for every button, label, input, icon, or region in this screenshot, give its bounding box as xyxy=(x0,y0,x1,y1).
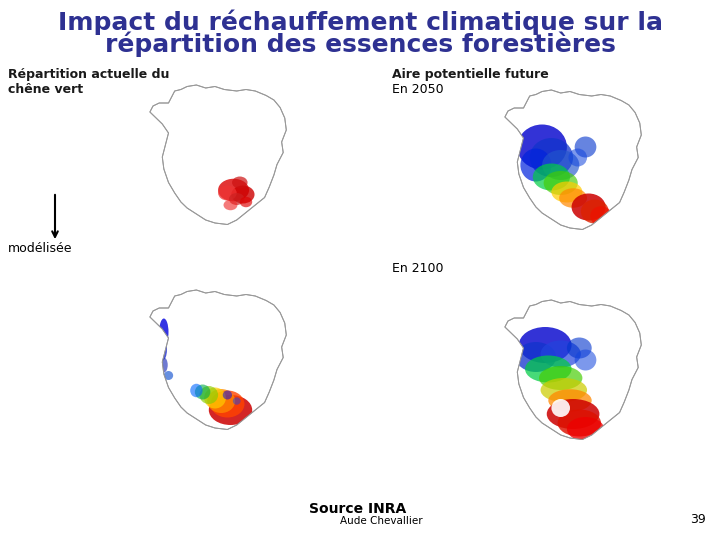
Ellipse shape xyxy=(164,371,173,380)
PathPatch shape xyxy=(505,90,642,230)
Ellipse shape xyxy=(552,399,570,417)
Ellipse shape xyxy=(521,148,552,181)
Ellipse shape xyxy=(519,327,572,363)
Ellipse shape xyxy=(516,342,556,372)
Ellipse shape xyxy=(204,388,226,408)
Text: répartition des essences forestières: répartition des essences forestières xyxy=(104,31,616,57)
Ellipse shape xyxy=(232,177,248,188)
Ellipse shape xyxy=(569,148,587,166)
Ellipse shape xyxy=(233,397,240,405)
PathPatch shape xyxy=(150,85,287,225)
Ellipse shape xyxy=(575,137,596,158)
Text: Source INRA: Source INRA xyxy=(310,502,407,516)
Text: Impact du réchauffement climatique sur la: Impact du réchauffement climatique sur l… xyxy=(58,9,662,35)
Ellipse shape xyxy=(222,390,232,400)
Ellipse shape xyxy=(557,409,601,436)
Ellipse shape xyxy=(533,164,570,191)
Ellipse shape xyxy=(542,150,580,180)
Ellipse shape xyxy=(575,349,596,370)
Ellipse shape xyxy=(559,188,587,208)
Ellipse shape xyxy=(229,193,245,205)
Ellipse shape xyxy=(530,138,573,177)
Ellipse shape xyxy=(615,207,631,225)
Text: Répartition actuelle du
chêne vert: Répartition actuelle du chêne vert xyxy=(8,68,169,96)
Ellipse shape xyxy=(240,197,252,207)
Ellipse shape xyxy=(158,340,167,361)
Text: modélisée: modélisée xyxy=(8,241,73,254)
Ellipse shape xyxy=(546,399,600,429)
Ellipse shape xyxy=(581,199,608,224)
Text: Aude Chevallier: Aude Chevallier xyxy=(340,516,423,526)
Ellipse shape xyxy=(223,200,238,210)
Ellipse shape xyxy=(160,357,168,373)
Ellipse shape xyxy=(567,338,592,359)
Ellipse shape xyxy=(199,386,218,404)
Ellipse shape xyxy=(539,366,582,390)
Ellipse shape xyxy=(195,384,210,400)
Ellipse shape xyxy=(218,179,249,201)
Ellipse shape xyxy=(541,341,581,368)
Ellipse shape xyxy=(231,186,255,204)
Ellipse shape xyxy=(552,181,582,202)
Text: En 2050: En 2050 xyxy=(392,83,444,96)
Ellipse shape xyxy=(207,389,235,413)
Ellipse shape xyxy=(209,395,252,425)
Ellipse shape xyxy=(544,171,577,195)
Text: 39: 39 xyxy=(690,513,706,526)
Ellipse shape xyxy=(615,420,631,438)
Ellipse shape xyxy=(549,389,592,411)
Text: Aire potentielle future: Aire potentielle future xyxy=(392,68,549,81)
PathPatch shape xyxy=(505,300,642,440)
Ellipse shape xyxy=(517,125,567,170)
Ellipse shape xyxy=(190,384,202,397)
Ellipse shape xyxy=(210,390,245,417)
Ellipse shape xyxy=(590,206,612,226)
PathPatch shape xyxy=(150,290,287,429)
Ellipse shape xyxy=(525,355,572,382)
Ellipse shape xyxy=(567,417,604,441)
Ellipse shape xyxy=(218,186,237,200)
Ellipse shape xyxy=(159,319,168,346)
Ellipse shape xyxy=(541,378,587,402)
Ellipse shape xyxy=(572,193,606,220)
Text: En 2100: En 2100 xyxy=(392,262,444,275)
